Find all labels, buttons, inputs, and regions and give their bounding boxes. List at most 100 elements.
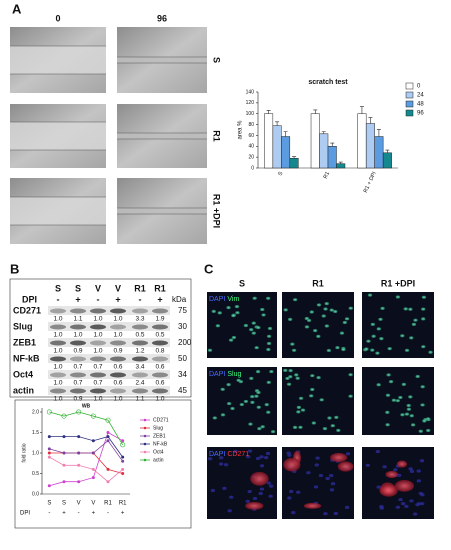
cell [245,501,264,510]
nucleus [323,512,328,516]
blot-column: V [95,283,101,293]
band [90,324,106,330]
nucleus [378,317,383,321]
band [70,356,86,362]
densitometry: 0.7 [73,380,82,387]
error-bar [359,106,364,114]
nucleus [376,327,381,331]
densitometry: 1.0 [53,380,62,387]
protein-name: CD271 [13,305,41,315]
nucleus [370,322,376,326]
cell [394,480,415,492]
nucleus [370,348,375,352]
point [106,430,110,434]
band [132,372,148,378]
series-line [49,431,123,487]
nucleus [419,459,425,463]
nucleus [395,295,401,299]
nucleus [428,350,433,354]
nucleus [291,348,297,352]
densitometry: 0.9 [73,348,82,355]
band [110,372,126,378]
legend-label: Oct4 [153,449,164,455]
nucleus [321,314,326,318]
legend-marker [143,434,147,438]
legend-marker [143,426,147,430]
nucleus [250,400,255,404]
panel-label: B [10,261,19,276]
nucleus [421,307,426,311]
nucleus [251,321,256,325]
nucleus [376,485,381,489]
cell [385,470,399,479]
nucleus [409,336,414,340]
bar [319,133,329,169]
row-label: R1 [212,130,222,142]
nucleus [400,501,406,506]
nucleus [266,334,272,338]
band [132,308,148,314]
nucleus [306,471,311,475]
nucleus [387,347,392,351]
fluorescence-image [207,367,277,435]
blot-frame [9,278,192,398]
wound-gap [10,46,106,74]
nucleus [294,373,299,377]
band [132,356,148,362]
nucleus [256,325,261,330]
nucleus [334,415,339,419]
densitometry: 0.8 [155,348,164,355]
legend-label: Slug [153,425,163,431]
wound-gap [117,57,207,63]
stain-label: DAPI CD271 [209,451,249,458]
nucleus [233,449,238,454]
point [106,480,110,484]
nucleus [255,456,261,461]
band [152,308,168,314]
band [132,388,148,394]
nucleus [418,429,423,433]
nucleus [259,487,265,491]
nucleus [226,401,232,406]
densitometry: 1.0 [53,396,62,403]
nucleus [291,511,296,515]
blot-dpi: + [115,294,120,304]
nucleus [231,314,236,318]
y-axis-label: fold ratio [21,443,27,462]
cell [337,461,354,472]
wb-frame [14,399,192,529]
nucleus [227,509,232,513]
nucleus [310,387,315,392]
nucleus [311,421,317,425]
panel-label: C [204,261,214,276]
band [70,340,86,346]
band [90,372,106,378]
nucleus [270,430,276,434]
nucleus [413,512,418,516]
nucleus [296,490,301,494]
legend-label: actin [153,457,164,463]
band [70,388,86,394]
blot-column: R1 [134,283,146,293]
densitometry: 1.1 [135,396,144,403]
point [121,467,125,471]
nucleus [395,399,400,403]
nucleus [298,396,304,400]
nucleus [260,307,265,312]
error-bar [385,149,390,153]
nucleus [207,457,213,461]
x-dpi: - [78,511,80,517]
nucleus [310,374,315,378]
nucleus [243,323,249,328]
x-tick-label: R1 [104,501,112,507]
densitometry: 0.6 [113,380,122,387]
row-label: S [212,57,222,63]
nucleus [254,394,259,398]
legend-label: ZEB1 [153,433,166,439]
nucleus [245,499,250,503]
nucleus [385,393,391,397]
blot-column: S [55,283,61,293]
nucleus [348,373,353,377]
cell [303,502,322,509]
